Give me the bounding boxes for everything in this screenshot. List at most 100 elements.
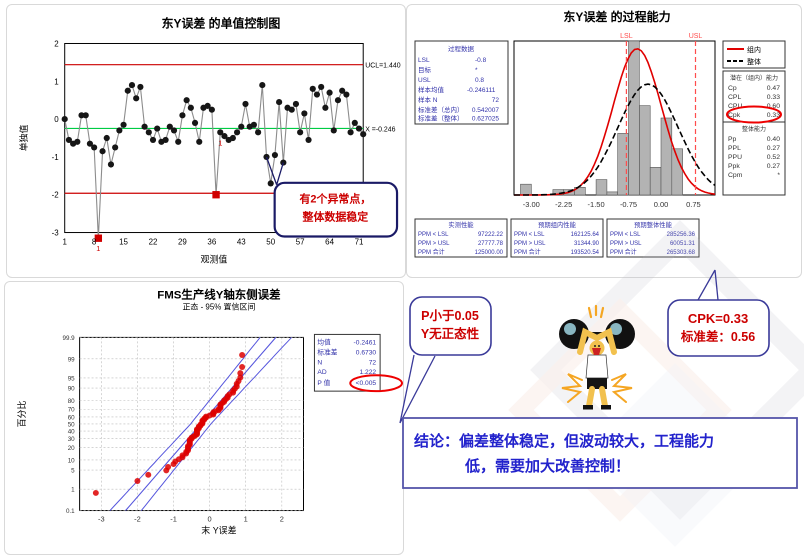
svg-text:潜在（组内）能力: 潜在（组内）能力 <box>730 74 778 82</box>
svg-text:99: 99 <box>68 356 75 363</box>
svg-text:PPM < LSL: PPM < LSL <box>514 232 545 238</box>
svg-text:15: 15 <box>119 237 128 246</box>
svg-text:均值: 均值 <box>317 337 331 346</box>
svg-text:22: 22 <box>149 237 158 246</box>
svg-text:LSL: LSL <box>620 33 633 40</box>
svg-text:标准差：0.56: 标准差：0.56 <box>680 329 755 344</box>
svg-text:-1: -1 <box>52 153 60 162</box>
svg-text:结论：偏差整体稳定，但波动较大，工程能力: 结论：偏差整体稳定，但波动较大，工程能力 <box>414 432 714 450</box>
svg-text:Cpm: Cpm <box>728 172 743 179</box>
svg-text:样本均值: 样本均值 <box>418 85 445 94</box>
svg-text:*: * <box>777 172 780 179</box>
svg-text:PPM < LSL: PPM < LSL <box>610 232 641 238</box>
svg-text:P 值: P 值 <box>317 378 330 387</box>
svg-text:72: 72 <box>492 97 500 104</box>
svg-text:N: N <box>317 359 322 366</box>
svg-text:1: 1 <box>71 487 75 494</box>
svg-text:1: 1 <box>62 237 67 246</box>
svg-text:72: 72 <box>369 359 377 366</box>
svg-text:162125.64: 162125.64 <box>571 232 600 238</box>
svg-text:Ppk: Ppk <box>728 163 740 170</box>
svg-text:Cp: Cp <box>728 85 737 92</box>
svg-text:整体数据稳定: 整体数据稳定 <box>303 210 369 224</box>
svg-text:30: 30 <box>68 436 75 443</box>
svg-text:0.33: 0.33 <box>767 94 780 101</box>
svg-text:0.6730: 0.6730 <box>356 349 377 356</box>
svg-text:-0.246111: -0.246111 <box>467 87 496 94</box>
svg-text:64: 64 <box>325 237 334 246</box>
svg-text:FMS生产线Y轴东侧误差: FMS生产线Y轴东侧误差 <box>157 288 280 302</box>
svg-text:PPM 合计: PPM 合计 <box>418 248 445 256</box>
svg-text:PPM < LSL: PPM < LSL <box>418 232 449 238</box>
svg-text:50: 50 <box>68 421 75 428</box>
svg-text:90: 90 <box>68 386 75 393</box>
svg-text:193520.54: 193520.54 <box>571 250 600 256</box>
svg-text:97222.22: 97222.22 <box>478 232 504 238</box>
svg-text:AD: AD <box>317 369 326 376</box>
svg-text:10: 10 <box>68 457 75 464</box>
svg-text:0.8: 0.8 <box>475 77 484 84</box>
svg-text:UCL=1.440: UCL=1.440 <box>365 63 401 70</box>
svg-text:-3.00: -3.00 <box>523 200 540 209</box>
svg-text:东Y误差 的过程能力: 东Y误差 的过程能力 <box>563 9 670 24</box>
svg-text:Y无正态性: Y无正态性 <box>421 326 480 341</box>
svg-text:预期组内性能: 预期组内性能 <box>538 220 576 229</box>
svg-text:-0.75: -0.75 <box>620 200 637 209</box>
svg-text:PPU: PPU <box>728 154 742 161</box>
svg-text:43: 43 <box>237 237 246 246</box>
svg-text:-2.25: -2.25 <box>555 200 572 209</box>
svg-text:目标: 目标 <box>418 65 432 74</box>
svg-text:0.75: 0.75 <box>686 200 701 209</box>
svg-text:60: 60 <box>68 414 75 421</box>
svg-text:实测性能: 实测性能 <box>448 220 474 229</box>
svg-text:5: 5 <box>71 468 75 475</box>
svg-text:71: 71 <box>355 237 364 246</box>
svg-text:-3: -3 <box>52 229 60 238</box>
svg-text:PPM 合计: PPM 合计 <box>514 248 541 256</box>
svg-text:-0.8: -0.8 <box>475 57 487 64</box>
svg-text:125000.00: 125000.00 <box>475 250 504 256</box>
svg-text:0.52: 0.52 <box>767 154 780 161</box>
svg-text:1: 1 <box>54 77 59 86</box>
svg-text:0.40: 0.40 <box>767 136 780 143</box>
svg-text:70: 70 <box>68 407 75 414</box>
svg-text:57: 57 <box>296 237 305 246</box>
svg-text:样本 N: 样本 N <box>418 95 438 104</box>
svg-text:PPM 合计: PPM 合计 <box>610 248 637 256</box>
svg-text:0.47: 0.47 <box>767 85 780 92</box>
svg-text:东Y误差 的单值控制图: 东Y误差 的单值控制图 <box>162 16 281 31</box>
svg-text:0.542007: 0.542007 <box>472 107 499 114</box>
svg-text:过程数据: 过程数据 <box>448 44 475 53</box>
svg-text:99.9: 99.9 <box>62 335 75 342</box>
svg-text:P小于0.05: P小于0.05 <box>421 308 479 323</box>
svg-text:组内: 组内 <box>747 45 761 54</box>
svg-text:0.27: 0.27 <box>767 145 780 152</box>
svg-text:CPL: CPL <box>728 94 741 101</box>
svg-text:1: 1 <box>96 244 100 253</box>
svg-text:27777.78: 27777.78 <box>478 241 504 247</box>
svg-text:整体: 整体 <box>747 57 761 66</box>
svg-text:50: 50 <box>266 237 275 246</box>
svg-text:标准差: 标准差 <box>317 347 337 356</box>
svg-text:观测值: 观测值 <box>201 253 228 264</box>
svg-text:-1.50: -1.50 <box>588 200 605 209</box>
svg-text:29: 29 <box>178 237 187 246</box>
svg-text:CPK=0.33: CPK=0.33 <box>688 311 748 326</box>
svg-text:有2个异常点，: 有2个异常点， <box>299 192 371 206</box>
svg-text:0.00: 0.00 <box>654 200 669 209</box>
svg-text:1: 1 <box>218 138 222 147</box>
svg-text:-0.2461: -0.2461 <box>354 339 377 346</box>
svg-text:PPM > USL: PPM > USL <box>610 241 642 247</box>
svg-text:PPM > USL: PPM > USL <box>418 241 450 247</box>
svg-text:-3: -3 <box>98 514 105 523</box>
svg-text:20: 20 <box>68 445 75 452</box>
svg-text:标准差（整体）: 标准差（整体） <box>418 114 464 123</box>
svg-text:-2: -2 <box>134 514 141 523</box>
svg-text:-2: -2 <box>52 191 60 200</box>
svg-text:PPL: PPL <box>728 145 741 152</box>
svg-text:USL: USL <box>689 33 703 40</box>
svg-text:0: 0 <box>54 115 59 124</box>
svg-text:1: 1 <box>244 514 248 523</box>
svg-text:预期整体性能: 预期整体性能 <box>634 220 672 229</box>
svg-text:PPM > USL: PPM > USL <box>514 241 546 247</box>
